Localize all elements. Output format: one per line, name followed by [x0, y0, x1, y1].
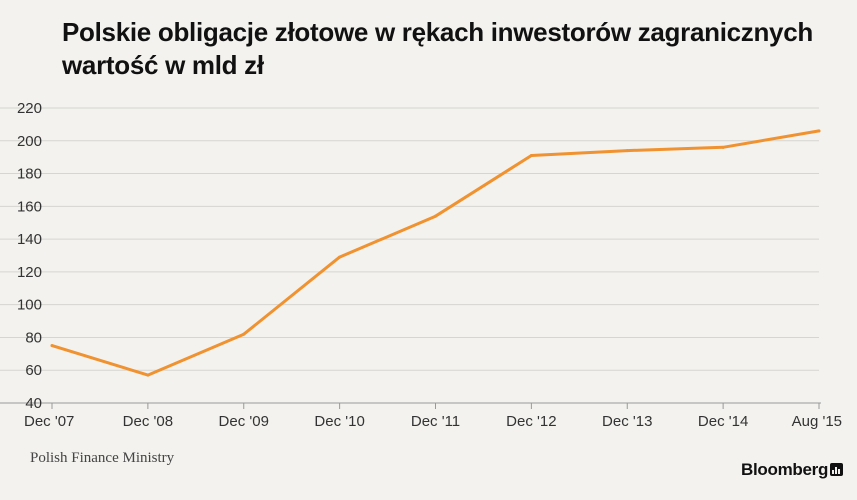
x-tick-label: Dec '13	[602, 413, 652, 430]
x-tick-label: Dec '12	[506, 413, 556, 430]
y-tick-label: 40	[25, 395, 42, 412]
source-note: Polish Finance Ministry	[30, 450, 175, 466]
data-point	[50, 344, 54, 348]
x-tick-label: Dec '11	[411, 413, 460, 430]
x-tick-label: Dec '08	[123, 413, 173, 430]
data-point	[434, 214, 437, 218]
x-tick-label: Dec '10	[314, 413, 364, 430]
y-tick-label: 180	[17, 166, 42, 183]
y-tick-label: 200	[17, 133, 42, 150]
series-line	[50, 129, 821, 377]
series-group	[50, 129, 821, 377]
data-point	[721, 145, 725, 149]
x-axis-labels: Dec '07 Dec '08 Dec '09 Dec '10 Dec '11 Dec '…	[24, 413, 842, 430]
y-tick-label: 100	[17, 297, 42, 314]
data-point	[817, 129, 821, 133]
x-tick-label: Dec '07	[24, 413, 74, 430]
y-tick-label: 220	[17, 100, 42, 117]
x-tick-label: Dec '09	[219, 413, 269, 430]
brand-logo: Bloomberg	[741, 460, 829, 479]
data-point	[338, 255, 342, 259]
y-tick-label: 80	[25, 329, 42, 346]
x-axis	[0, 402, 821, 409]
chart-title: Polskie obligacje złotowe w rękach inwes…	[62, 16, 852, 82]
x-tick-label: Dec '14	[698, 413, 748, 430]
x-tick-label: Aug '15	[792, 413, 842, 430]
chart-title-line-1: Polskie obligacje złotowe w rękach inwes…	[62, 17, 813, 47]
y-tick-label: 140	[17, 231, 42, 248]
data-point	[625, 149, 629, 153]
data-point	[529, 154, 533, 158]
data-point	[146, 373, 150, 377]
data-point	[242, 332, 246, 336]
grid-lines	[0, 107, 819, 371]
y-tick-label: 60	[25, 362, 42, 379]
bloomberg-chart-icon	[830, 463, 843, 476]
y-tick-label: 160	[17, 198, 42, 215]
chart-subtitle: wartość w mld zł	[62, 50, 264, 80]
y-axis-labels: 40 60 80 100 120 140 160 180 200 220	[17, 100, 42, 412]
y-tick-label: 120	[17, 264, 42, 281]
